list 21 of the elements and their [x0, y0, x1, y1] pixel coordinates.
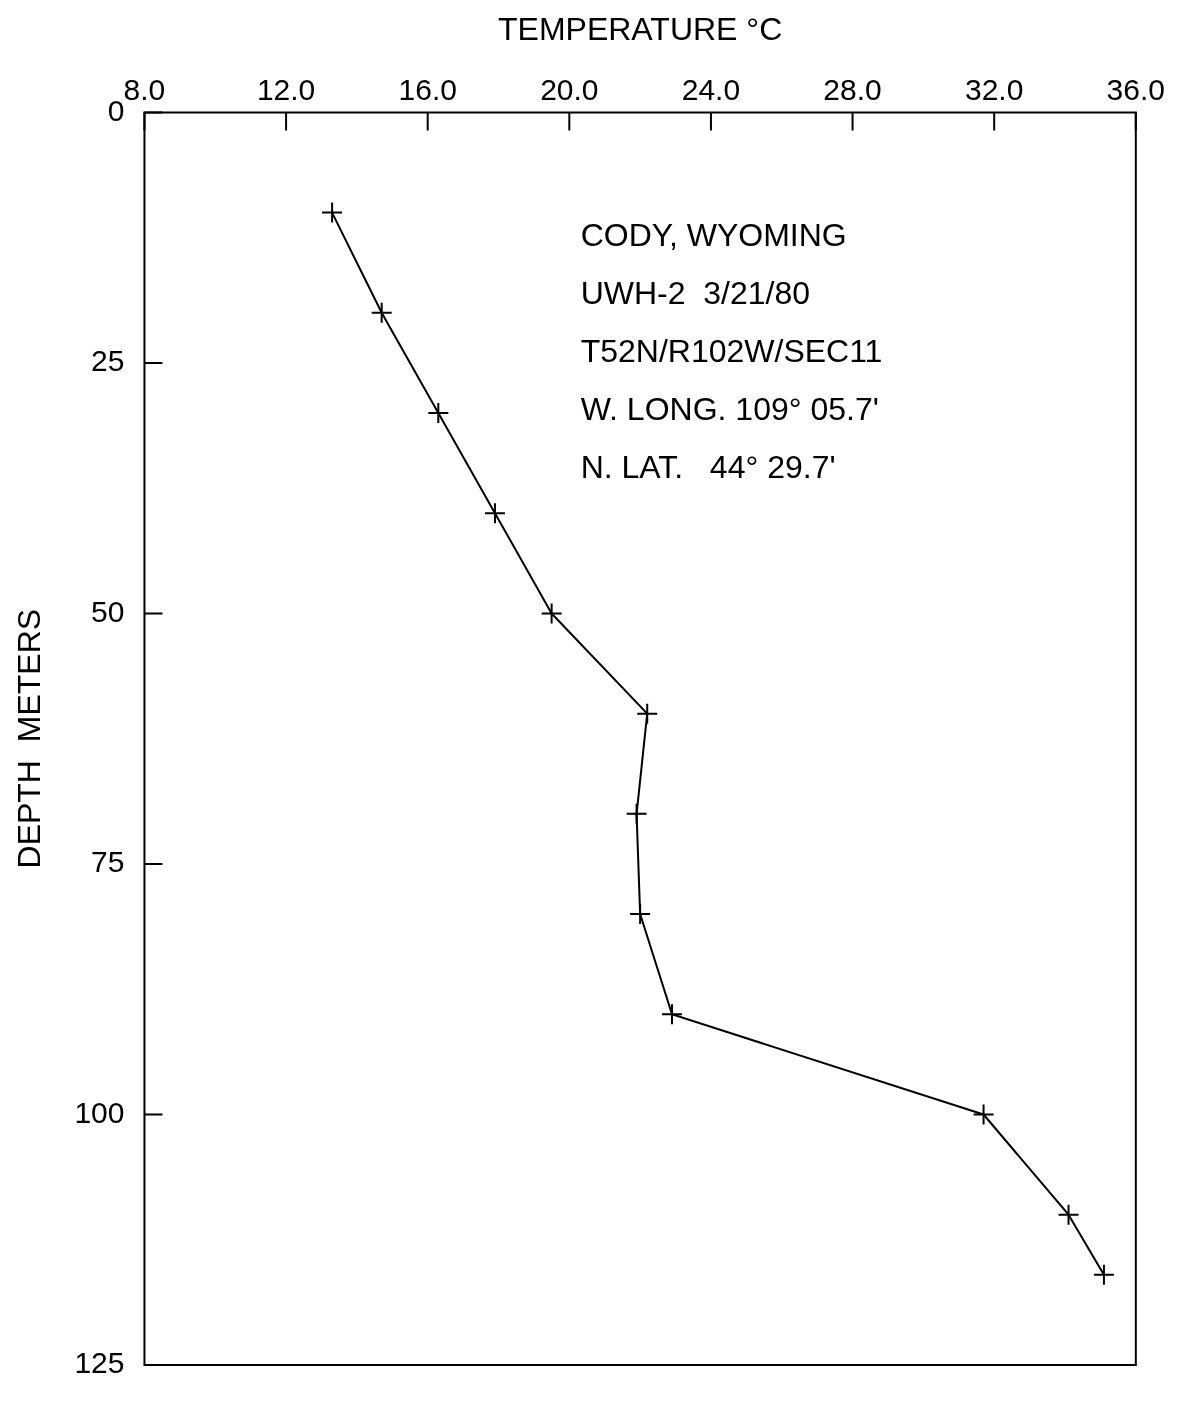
x-tick-label: 32.0 — [964, 72, 1024, 106]
annotation: UWH-2 3/21/80 — [580, 275, 811, 312]
x-tick-label: 20.0 — [540, 72, 599, 106]
annotation: CODY, WYOMING — [580, 217, 847, 254]
y-tick-label: 75 — [91, 845, 125, 879]
x-tick-label: 8.0 — [123, 72, 166, 106]
x-tick-label: 12.0 — [256, 72, 316, 106]
x-tick-label: 36.0 — [1106, 72, 1165, 106]
annotation: N. LAT. 44° 29.7' — [580, 449, 836, 486]
y-tick-label: 50 — [91, 594, 125, 628]
y-axis-title: DEPTH METERS — [11, 608, 48, 869]
x-tick-label: 28.0 — [823, 72, 882, 106]
annotation: T52N/R102W/SEC11 — [580, 333, 883, 370]
x-axis-title: TEMPERATURE °C — [498, 11, 783, 48]
x-tick-label: 24.0 — [681, 72, 741, 106]
y-tick-label: 125 — [74, 1346, 125, 1380]
y-tick-label: 0 — [107, 93, 125, 127]
y-tick-label: 25 — [91, 344, 125, 378]
x-tick-label: 16.0 — [398, 72, 457, 106]
y-tick-label: 100 — [74, 1095, 125, 1129]
annotation: W. LONG. 109° 05.7' — [580, 391, 879, 428]
